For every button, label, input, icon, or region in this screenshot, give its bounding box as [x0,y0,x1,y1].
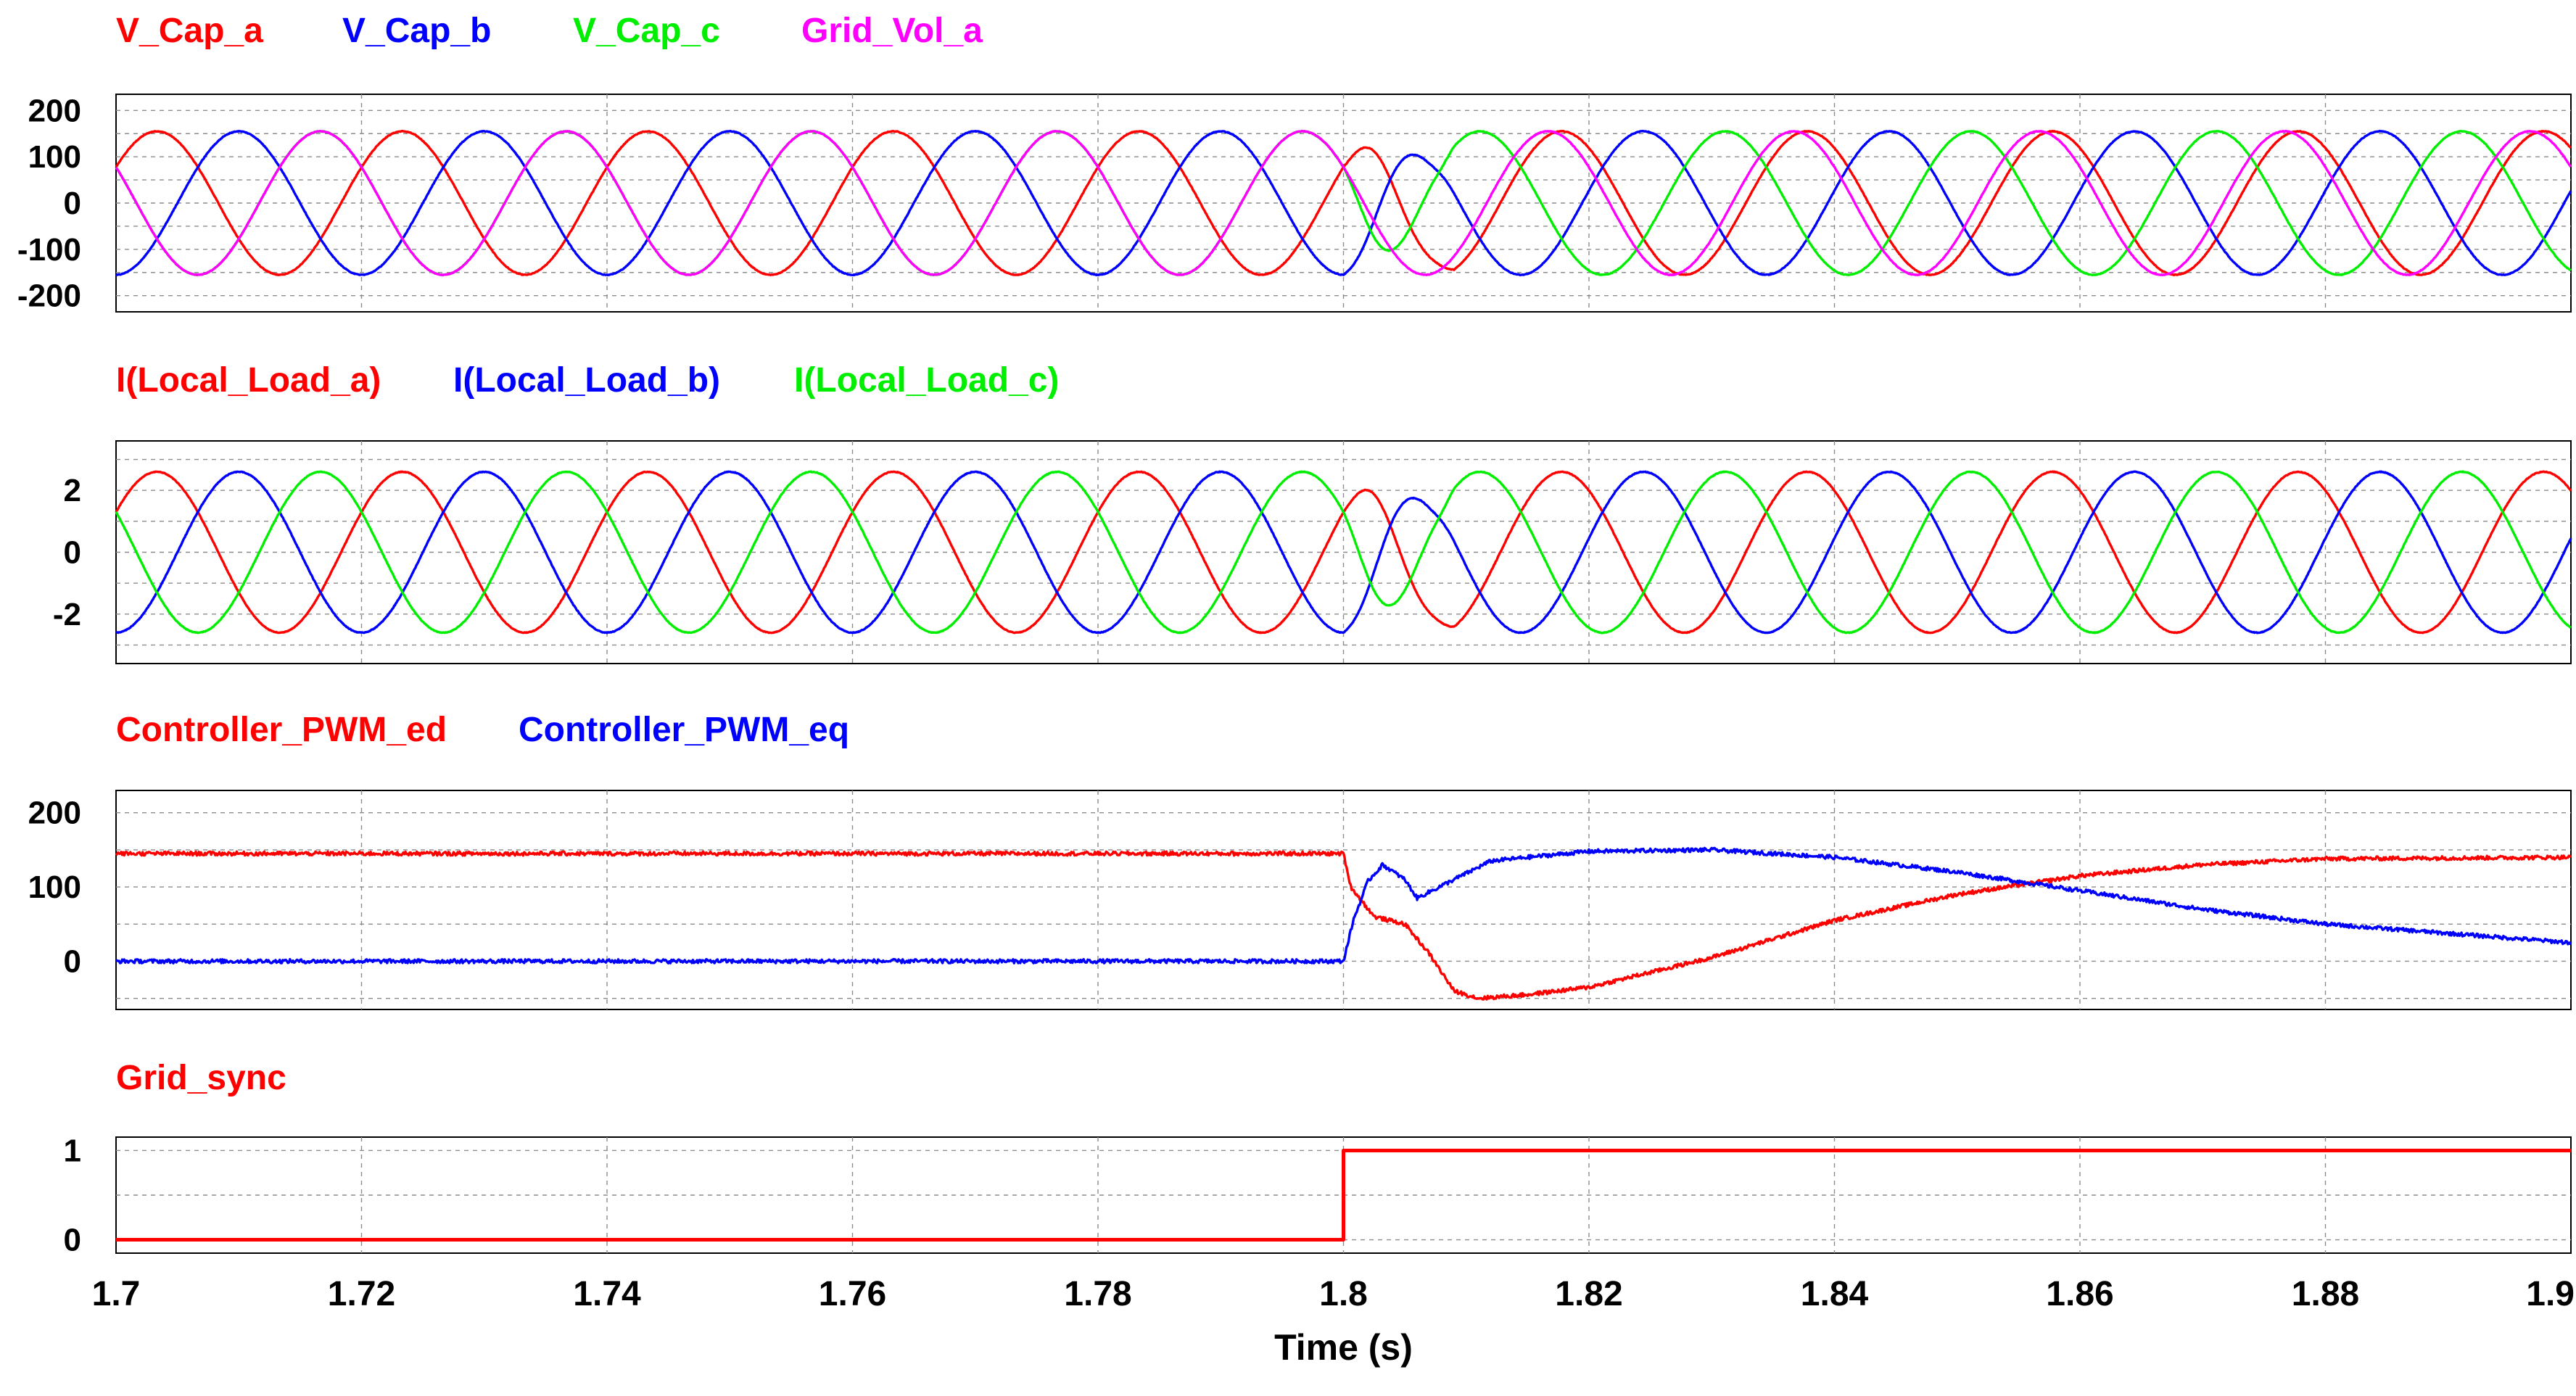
x-tick-label: 1.7 [92,1275,141,1313]
capacitor-voltage-legend-entry: V_Cap_a [116,12,263,50]
capacitor-voltage-ytick-label: 200 [28,93,81,128]
controller-pwm-ytick-label: 0 [64,943,81,979]
controller-pwm-legend-entry: Controller_PWM_eq [519,711,849,749]
capacitor-voltage-ytick-label: 100 [28,139,81,175]
controller-pwm-series-line [115,846,2572,965]
capacitor-voltage-legend-entry: V_Cap_b [342,12,491,50]
x-tick-label: 1.8 [1319,1275,1368,1313]
local-load-current-legend-entry: I(Local_Load_b) [453,361,720,400]
controller-pwm-legend-entry: Controller_PWM_ed [116,711,447,749]
x-tick-label: 1.9 [2526,1275,2575,1313]
local-load-current-ytick-label: -2 [53,597,81,632]
controller-pwm-ytick-label: 100 [28,870,81,905]
capacitor-voltage-legend-entry: V_Cap_c [573,12,720,50]
local-load-current-ytick-label: 2 [64,473,81,508]
x-tick-label: 1.78 [1064,1275,1131,1313]
local-load-current-series-line [115,470,2572,635]
x-tick-label: 1.84 [1801,1275,1869,1313]
capacitor-voltage-series-line [115,129,2572,277]
local-load-current-ytick-label: 0 [64,535,81,571]
x-tick-label: 1.86 [2046,1275,2113,1313]
capacitor-voltage-ytick-label: -200 [17,278,81,314]
capacitor-voltage-legend-entry: Grid_Vol_a [801,12,983,50]
x-tick-label: 1.88 [2292,1275,2359,1313]
x-axis-title: Time (s) [1274,1327,1413,1368]
local-load-current-legend-entry: I(Local_Load_c) [794,361,1059,400]
grid-sync-ytick-label: 0 [64,1223,81,1258]
capacitor-voltage-ytick-label: -100 [17,232,81,268]
x-tick-label: 1.72 [328,1275,395,1313]
x-tick-label: 1.82 [1555,1275,1622,1313]
grid-sync-legend-entry: Grid_sync [116,1059,286,1097]
x-tick-label: 1.74 [573,1275,641,1313]
capacitor-voltage-ytick-label: 0 [64,186,81,221]
controller-pwm-series-line [115,850,2572,1001]
grid-sync-series-line [116,1149,2571,1242]
grid-sync-ytick-label: 1 [64,1133,81,1168]
x-tick-label: 1.76 [819,1275,886,1313]
controller-pwm-ytick-label: 200 [28,796,81,831]
local-load-current-legend-entry: I(Local_Load_a) [116,361,381,400]
